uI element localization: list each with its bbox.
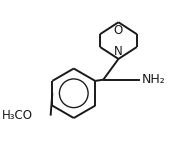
Text: H₃CO: H₃CO: [2, 109, 33, 122]
Text: NH₂: NH₂: [142, 73, 166, 86]
Text: N: N: [114, 45, 123, 58]
Text: O: O: [114, 24, 123, 37]
